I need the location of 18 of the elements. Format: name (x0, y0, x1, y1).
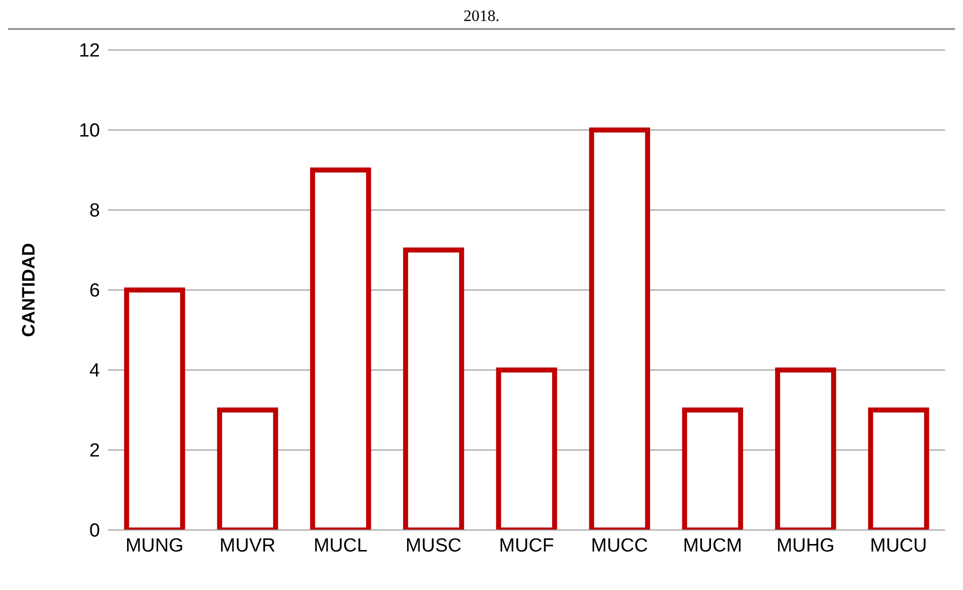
y-tick-label: 2 (89, 440, 100, 462)
y-tick-label: 8 (89, 200, 100, 222)
x-tick-label: MUNG (125, 535, 184, 556)
y-tick-label: 12 (78, 40, 100, 62)
chart-title: 2018. (462, 8, 500, 27)
x-tick-label: MUSC (406, 535, 462, 556)
x-tick-label: MUCM (682, 535, 742, 556)
x-tick-label: MUCC (591, 535, 648, 556)
y-tick-label: 4 (89, 360, 100, 382)
y-tick-label: 10 (78, 120, 100, 142)
x-tick-label: MUCU (870, 535, 927, 556)
x-tick-label: MUHG (776, 535, 835, 556)
x-tick-label: MUVR (220, 535, 276, 556)
x-tick-label: MUCL (314, 535, 368, 556)
x-tick-label: MUCF (499, 535, 554, 556)
y-tick-label: 6 (89, 280, 100, 302)
y-axis-title: CANTIDAD (18, 243, 38, 337)
y-tick-label: 0 (89, 520, 100, 542)
